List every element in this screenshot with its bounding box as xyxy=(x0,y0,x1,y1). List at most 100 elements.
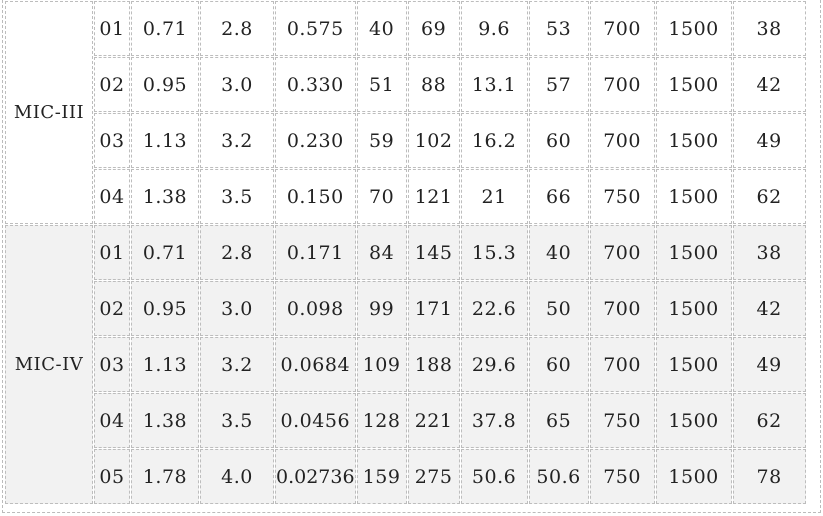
table-cell: 02 xyxy=(94,281,130,336)
table-row: 04 1.38 3.5 0.0456 128 221 37.8 65 750 1500 62 xyxy=(5,393,806,448)
table-cell: 1500 xyxy=(655,1,732,56)
table-cell: 01 xyxy=(94,225,130,280)
table-cell: 60 xyxy=(528,337,589,392)
table-cell: 38 xyxy=(732,225,806,280)
table-cell: 0.95 xyxy=(131,57,199,112)
table-row: 03 1.13 3.2 0.230 59 102 16.2 60 700 1500 49 xyxy=(5,113,806,168)
table-cell: 750 xyxy=(589,449,655,504)
table-cell: 42 xyxy=(732,281,806,336)
table-cell: 1.78 xyxy=(131,449,199,504)
table-cell: 1.38 xyxy=(131,169,199,224)
table-cell: 750 xyxy=(589,169,655,224)
table-cell: 0.150 xyxy=(275,169,356,224)
table-cell: 1500 xyxy=(655,281,732,336)
table-row: 02 0.95 3.0 0.098 99 171 22.6 50 700 1500 42 xyxy=(5,281,806,336)
data-table: MIC-III 01 0.71 2.8 0.575 40 69 9.6 53 700 1500 38 0… xyxy=(4,0,807,505)
table-cell: 0.71 xyxy=(131,225,199,280)
table-cell: 88 xyxy=(407,57,460,112)
table-cell: 700 xyxy=(589,57,655,112)
table-cell: 53 xyxy=(528,1,589,56)
table-cell: 700 xyxy=(589,225,655,280)
table-cell: 700 xyxy=(589,337,655,392)
table-cell: 03 xyxy=(94,113,130,168)
table-cell: 0.71 xyxy=(131,1,199,56)
table-row: 02 0.95 3.0 0.330 51 88 13.1 57 700 1500 42 xyxy=(5,57,806,112)
table-cell: 1500 xyxy=(655,225,732,280)
table-cell: 37.8 xyxy=(460,393,528,448)
table-cell: 102 xyxy=(407,113,460,168)
table-cell: 57 xyxy=(528,57,589,112)
table-cell: 84 xyxy=(356,225,407,280)
table-cell: 69 xyxy=(407,1,460,56)
table-cell: 0.330 xyxy=(275,57,356,112)
table-row: 04 1.38 3.5 0.150 70 121 21 66 750 1500 62 xyxy=(5,169,806,224)
table-cell: 700 xyxy=(589,281,655,336)
table-cell: 03 xyxy=(94,337,130,392)
table-cell: 21 xyxy=(460,169,528,224)
table-cell: 78 xyxy=(732,449,806,504)
table-cell: 3.2 xyxy=(200,113,274,168)
table-cell: 4.0 xyxy=(200,449,274,504)
table-cell: 2.8 xyxy=(200,1,274,56)
table-cell: 3.2 xyxy=(200,337,274,392)
table-row: MIC-III 01 0.71 2.8 0.575 40 69 9.6 53 700 1500 38 xyxy=(5,1,806,224)
table-cell: 60 xyxy=(528,113,589,168)
table-cell: 109 xyxy=(356,337,407,392)
table-cell: 0.0684 xyxy=(275,337,356,392)
table-row: MIC-IV 01 0.71 2.8 0.171 84 145 15.3 40 700 1500 38 xyxy=(5,225,806,504)
group-label: MIC-III xyxy=(5,1,93,224)
table-cell: 3.5 xyxy=(200,169,274,224)
table-cell: 16.2 xyxy=(460,113,528,168)
table-cell: 50 xyxy=(528,281,589,336)
table-cell: 188 xyxy=(407,337,460,392)
table-cell: 0.171 xyxy=(275,225,356,280)
table-cell: 221 xyxy=(407,393,460,448)
table-cell: 121 xyxy=(407,169,460,224)
table-cell: 9.6 xyxy=(460,1,528,56)
table-cell: 22.6 xyxy=(460,281,528,336)
table-cell: 05 xyxy=(94,449,130,504)
table-cell: 42 xyxy=(732,57,806,112)
table-cell: 15.3 xyxy=(460,225,528,280)
table-cell: 13.1 xyxy=(460,57,528,112)
table-cell: 70 xyxy=(356,169,407,224)
table-cell: 1.38 xyxy=(131,393,199,448)
table-cell: 171 xyxy=(407,281,460,336)
table-cell: 62 xyxy=(732,393,806,448)
table-cell: 49 xyxy=(732,113,806,168)
table-cell: 700 xyxy=(589,113,655,168)
table-cell: 159 xyxy=(356,449,407,504)
table-cell: 66 xyxy=(528,169,589,224)
table-cell: 65 xyxy=(528,393,589,448)
table-cell: 29.6 xyxy=(460,337,528,392)
table-cell: 275 xyxy=(407,449,460,504)
table-cell: 1500 xyxy=(655,393,732,448)
table-cell: 1500 xyxy=(655,169,732,224)
table-cell: 40 xyxy=(356,1,407,56)
table-cell: 2.8 xyxy=(200,225,274,280)
table-cell: 3.0 xyxy=(200,281,274,336)
table-cell: 1500 xyxy=(655,57,732,112)
table-cell: 0.0456 xyxy=(275,393,356,448)
table-cell: 02 xyxy=(94,57,130,112)
table-cell: 0.098 xyxy=(275,281,356,336)
table-cell: 1500 xyxy=(655,449,732,504)
table-cell: 145 xyxy=(407,225,460,280)
table-cell: 3.0 xyxy=(200,57,274,112)
table-cell: 1500 xyxy=(655,337,732,392)
table-cell: 01 xyxy=(94,1,130,56)
table-cell: 700 xyxy=(589,1,655,56)
table-cell: 59 xyxy=(356,113,407,168)
table-cell: 40 xyxy=(528,225,589,280)
table-cell: 128 xyxy=(356,393,407,448)
table-cell: 50.6 xyxy=(460,449,528,504)
table-cell: 750 xyxy=(589,393,655,448)
table-cell: 1.13 xyxy=(131,337,199,392)
table-cell: 51 xyxy=(356,57,407,112)
table-cell: 50.6 xyxy=(528,449,589,504)
table-cell: 1500 xyxy=(655,113,732,168)
table-cell: 49 xyxy=(732,337,806,392)
table-cell: 1.13 xyxy=(131,113,199,168)
table-cell: 0.02736 xyxy=(275,449,356,504)
table-cell: 0.230 xyxy=(275,113,356,168)
